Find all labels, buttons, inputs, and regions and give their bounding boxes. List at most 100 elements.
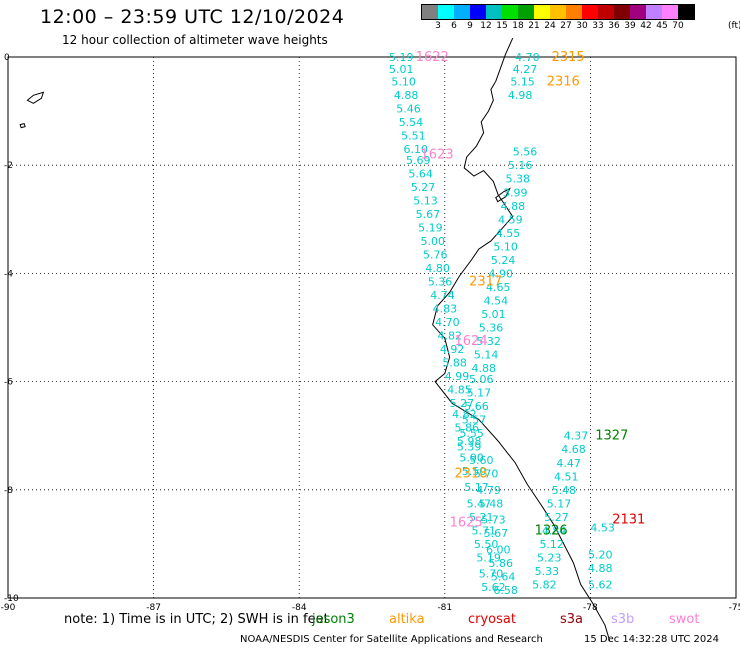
wave-height-value: 5.86 [488,557,512,570]
wave-height-value: 5.66 [464,400,489,413]
pass-label: 2317 [469,275,502,290]
color-swatch [454,5,470,19]
wave-height-value: 5.86 [455,422,480,435]
wave-height-value: 4.98 [508,89,532,102]
wave-height-value: 5.10 [493,240,518,253]
y-tick-label: -6 [4,378,13,388]
color-scale-label: 30 [576,21,588,31]
color-scale-label: 33 [592,21,604,31]
color-scale-label: 39 [624,21,636,31]
wave-height-value: 4.47 [556,457,581,470]
wave-height-value: 4.85 [447,384,472,397]
wave-height-value: 4.68 [561,443,586,456]
wave-height-value: 5.64 [408,167,433,180]
wave-height-value: 5.19 [389,51,414,64]
color-swatch [646,5,662,19]
x-tick-label: -81 [437,603,452,613]
page-subtitle: 12 hour collection of altimeter wave hei… [62,33,328,47]
wave-height-value: 5.46 [396,102,421,115]
wave-height-value: 5.76 [423,248,448,261]
wave-height-value: 5.33 [535,565,560,578]
wave-height-value: 5.67 [484,527,509,540]
legend-altika: altika [389,612,425,627]
color-swatch [678,5,694,19]
wave-height-value: 5.62 [481,581,506,594]
wave-height-value: 5.17 [464,481,489,494]
wave-height-value: 5.17 [467,386,492,399]
color-swatch [630,5,646,19]
wave-height-value: 5.10 [391,75,416,88]
wave-height-value: 4.54 [484,294,509,307]
color-swatch [470,5,486,19]
pass-label: 2131 [612,513,645,528]
color-swatch [550,5,566,19]
pass-label: 1624 [455,334,488,349]
wave-height-value: 5.82 [532,578,557,591]
wave-height-value: 5.57 [462,413,487,426]
color-swatch [502,5,518,19]
color-scale-label: 21 [528,21,540,31]
pass-label: 2318 [455,467,488,482]
color-swatch [486,5,502,19]
wave-height-value: 5.19 [476,551,501,564]
color-swatch [518,5,534,19]
wave-height-value: 5.98 [457,435,482,448]
color-swatch [598,5,614,19]
color-scale-label: 9 [467,21,473,31]
wave-height-value: 5.06 [469,373,494,386]
wave-height-value: 5.23 [537,551,562,564]
color-scale-label: 3 [435,21,441,31]
puna-island [495,187,511,203]
wave-height-value: 4.84 [542,524,567,537]
y-tick-label: 0 [4,53,10,63]
wave-height-value: 5.38 [505,173,530,186]
wave-height-value: 4.70 [515,51,540,64]
wave-height-value: 5.13 [413,194,438,207]
wave-height-value: 4.83 [433,303,458,316]
wave-height-value: 5.17 [547,497,572,510]
wave-height-value: 5.54 [399,116,424,129]
wave-height-value: 5.19 [418,221,443,234]
legend-jason3: jason3 [312,612,355,627]
wave-height-value: 5.21 [469,511,494,524]
wave-height-value: 5.56 [513,146,538,159]
wave-height-value: 5.20 [588,549,613,562]
legend-s3a: s3a [560,612,584,627]
color-swatch [534,5,550,19]
x-tick-label: -78 [583,603,598,613]
color-scale-label: 45 [656,21,668,31]
wave-height-value: 4.37 [564,430,589,443]
color-scale-label: 36 [608,21,620,31]
wave-height-value: 4.55 [496,227,521,240]
color-scale-swatches [421,4,695,20]
wave-height-value: 5.15 [510,75,535,88]
wave-height-value: 4.90 [488,267,512,280]
wave-height-value: 5.47 [467,497,492,510]
pass-label: 1622 [416,50,449,65]
wave-height-value: 5.36 [428,276,453,289]
wave-height-value: 5.32 [476,335,501,348]
wave-height-value: 4.51 [554,470,579,483]
wave-height-value: 5.51 [401,129,426,142]
x-tick-label: -84 [292,603,307,613]
color-scale-label: 12 [480,21,492,31]
wave-height-value: 5.50 [462,465,487,478]
color-scale-label: 18 [512,21,524,31]
coastline-south-america [432,37,611,642]
pass-label: 2315 [552,50,585,65]
wave-height-value: 5.16 [508,159,532,172]
galapagos-island [19,123,26,129]
wave-height-value: 4.53 [590,522,615,535]
y-tick-label: -8 [4,486,13,496]
color-scale-label: 6 [451,21,457,31]
wave-height-value: 5.14 [474,349,499,362]
wave-height-value: 5.27 [450,397,475,410]
color-scale-unit: (ft) [728,21,740,31]
wave-height-value: 5.60 [469,454,494,467]
pass-label: 1327 [595,429,628,444]
wave-height-value: 5.27 [544,511,569,524]
wave-height-value: 5.50 [474,538,499,551]
map-grid [7,56,737,599]
pass-label: 1625 [450,515,483,530]
